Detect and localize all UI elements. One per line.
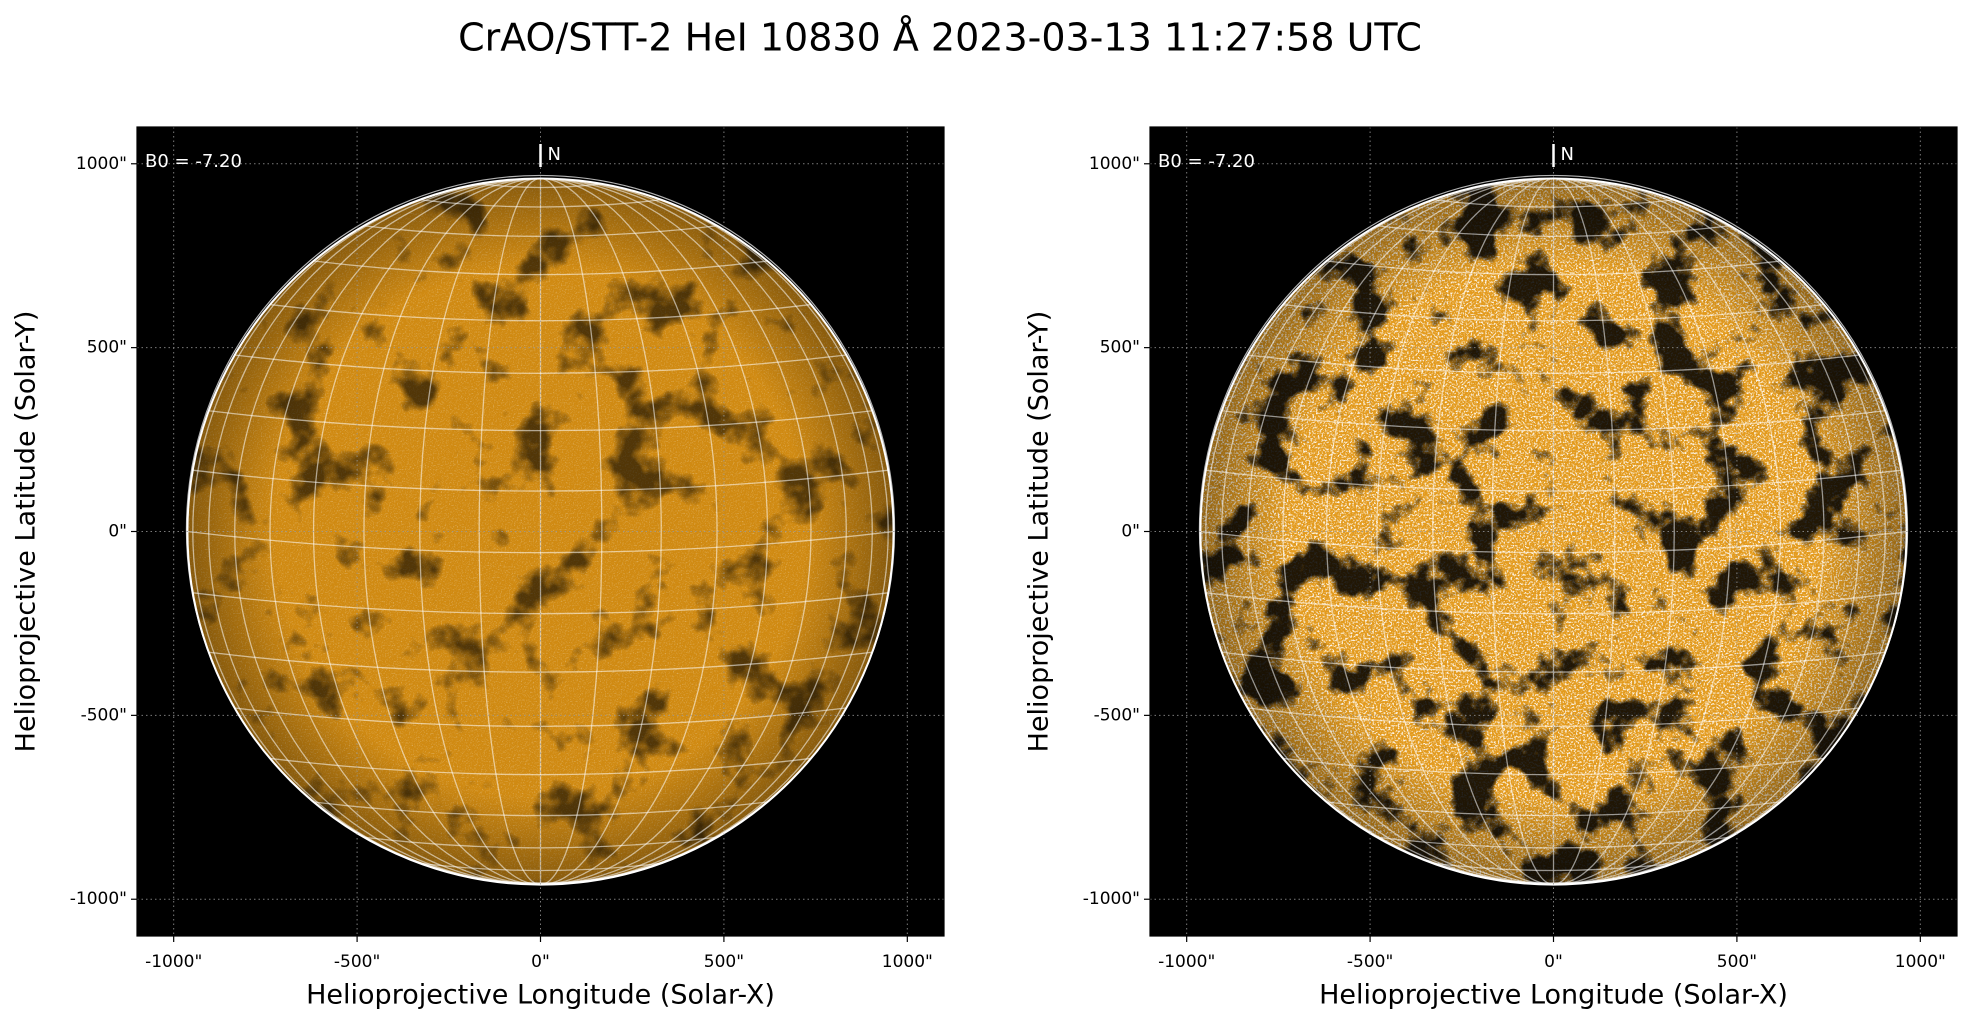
y-tick-label: -500": [81, 705, 127, 725]
y-tick-label: 0": [108, 522, 127, 542]
parallel: [1326, 260, 1781, 276]
meridian: [540, 178, 718, 885]
meridian: [234, 178, 541, 885]
y-tick-label: 1000": [76, 154, 127, 174]
meridian: [1432, 178, 1554, 885]
meridian: [540, 178, 847, 885]
y-tick-label: 500": [87, 338, 127, 358]
b0-annotation: B0 = -7.20: [1158, 151, 1255, 172]
parallel: [192, 469, 889, 492]
y-tick-label: -1000": [1083, 889, 1140, 909]
x-axis-label: Helioprojective Longitude (Solar-X): [1319, 980, 1788, 1011]
x-tick-label: 500": [1717, 952, 1757, 972]
x-tick-label: 1000": [1895, 952, 1946, 972]
meridian: [540, 178, 662, 885]
y-axis-label: Helioprojective Latitude (Solar-Y): [11, 311, 42, 753]
y-tick-label: 500": [1100, 338, 1140, 358]
x-axis-label: Helioprojective Longitude (Solar-X): [306, 980, 775, 1011]
solar-disk: [187, 178, 894, 885]
y-tick-label: -500": [1094, 705, 1140, 725]
solar-disk: [1200, 178, 1907, 885]
meridian: [1247, 178, 1554, 885]
y-tick-label: -1000": [70, 889, 127, 909]
x-tick-label: 0": [1544, 952, 1563, 972]
x-tick-label: 500": [704, 952, 744, 972]
meridian: [1553, 178, 1860, 885]
meridian: [1553, 178, 1675, 885]
meridian: [363, 178, 541, 885]
parallel: [269, 757, 812, 776]
axes-frame: [136, 126, 945, 937]
meridian: [1553, 178, 1731, 885]
parallel: [234, 354, 847, 374]
parallel: [1221, 410, 1886, 432]
x-tick-label: -1000": [1158, 952, 1215, 972]
parallel: [1432, 199, 1675, 208]
x-tick-label: 1000": [882, 952, 933, 972]
b0-annotation: B0 = -7.20: [145, 151, 242, 172]
figure-title: CrAO/STT-2 HeI 10830 Å 2023-03-13 11:27:…: [458, 16, 1422, 60]
panel: -1000" -500" 0" 500" 1000" -1000" -500" 0" 500" 1…: [1024, 126, 1958, 1011]
x-tick-label: -1000": [145, 952, 202, 972]
x-tick-label: -500": [1347, 952, 1393, 972]
parallel: [1205, 469, 1902, 492]
parallel: [419, 199, 662, 208]
y-tick-label: 0": [1121, 522, 1140, 542]
parallel: [479, 183, 602, 189]
meridian: [419, 178, 541, 885]
panel: -1000" -500" 0" 500" 1000" -1000" -500" 0" 500" 1…: [11, 126, 945, 1011]
parallel: [1247, 354, 1860, 374]
parallel: [187, 530, 894, 554]
parallel: [313, 260, 768, 276]
parallel: [1282, 757, 1825, 776]
parallel: [208, 410, 873, 432]
y-axis-label: Helioprojective Latitude (Solar-Y): [1024, 311, 1055, 753]
parallel: [1492, 183, 1615, 189]
parallel: [1200, 530, 1907, 554]
axes-frame: [1149, 126, 1958, 937]
meridian: [1376, 178, 1554, 885]
x-tick-label: -500": [334, 952, 380, 972]
north-label: N: [1561, 144, 1574, 165]
north-label: N: [548, 144, 561, 165]
y-tick-label: 1000": [1089, 154, 1140, 174]
x-tick-label: 0": [531, 952, 550, 972]
